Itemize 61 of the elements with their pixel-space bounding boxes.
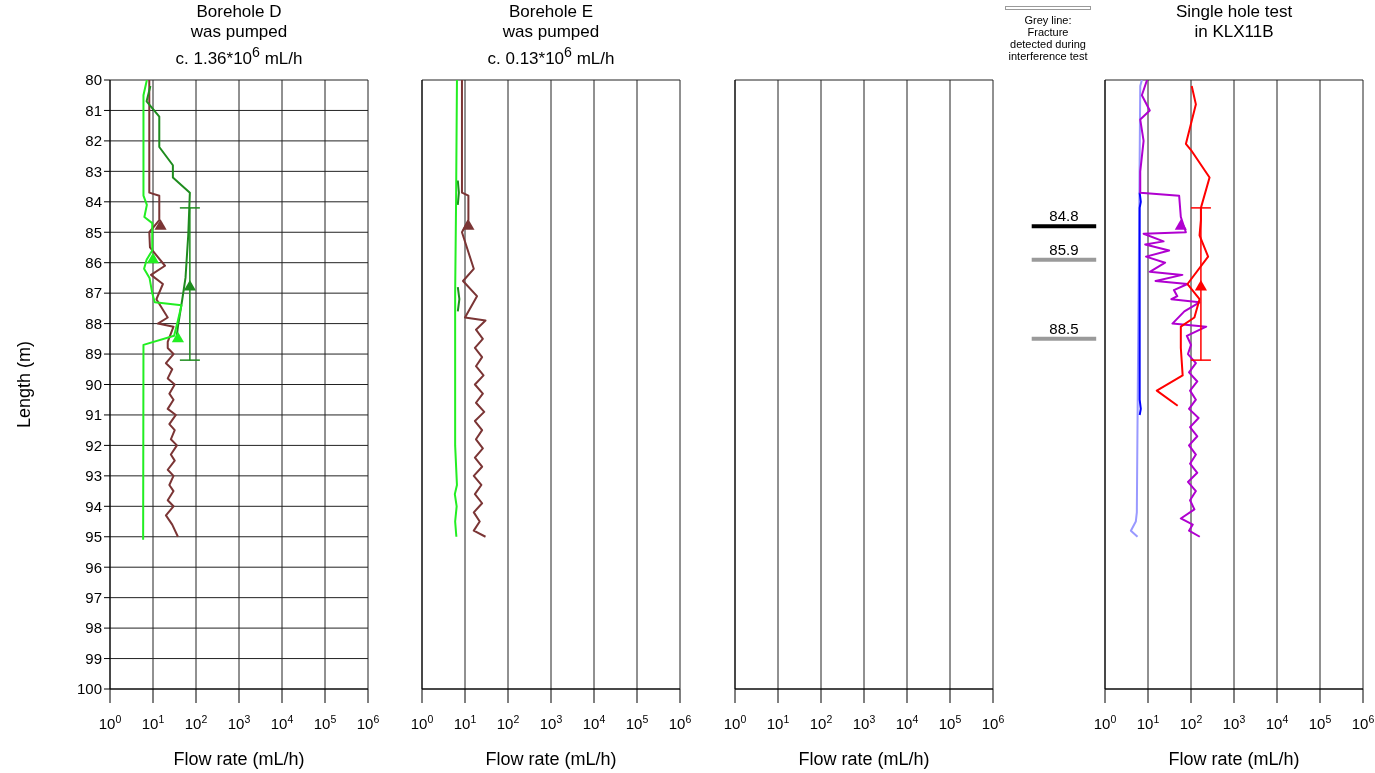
y-tick-label: 93 (85, 467, 102, 485)
y-tick-label: 99 (85, 649, 102, 667)
x-tick-label: 10$^{5}$ (313, 713, 337, 732)
x-tick-label: 10$^{1}$ (453, 713, 477, 732)
x-tick-label: 10$^{2}$ (809, 713, 833, 732)
x-tick-label: 10$^{3}$ (227, 713, 251, 732)
x-tick-label: 10$^{6}$ (668, 713, 692, 732)
y-tick-label: 85 (85, 223, 102, 241)
y-tick-label: 88 (85, 314, 102, 332)
text: Grey line: Fracture detected during interference test (1007, 14, 1089, 62)
x-axis-title: Flow rate (mL/h) (1168, 749, 1300, 769)
x-tick-label: 10$^{6}$ (1351, 713, 1375, 732)
y-tick-label: 84 (85, 193, 102, 211)
y-tick-label: 83 (85, 162, 102, 180)
y-tick-label: 91 (85, 406, 102, 424)
ref-line-label: 88.5 (1049, 319, 1079, 337)
x-axis-title: Flow rate (mL/h) (798, 749, 930, 769)
y-tick-label: 82 (85, 132, 102, 150)
x-tick-label: 10$^{5}$ (625, 713, 649, 732)
y-tick-label: 80 (85, 71, 102, 89)
x-tick-label: 10$^{3}$ (1222, 713, 1246, 732)
x-tick-label: 10$^{1}$ (766, 713, 790, 732)
y-tick-label: 94 (85, 497, 102, 515)
ref-line-label: 85.9 (1049, 240, 1079, 258)
chart-title: Single hole test in KLX11B (1174, 2, 1294, 42)
y-tick-label: 97 (85, 588, 102, 606)
y-tick-label: 86 (85, 254, 102, 272)
y-tick-label: 98 (85, 619, 102, 637)
x-tick-label: 10$^{1}$ (141, 713, 165, 732)
x-tick-label: 10$^{2}$ (496, 713, 520, 732)
x-tick-label: 10$^{4}$ (895, 713, 919, 732)
y-tick-label: 90 (85, 375, 102, 393)
x-tick-label: 10$^{4}$ (582, 713, 606, 732)
y-tick-label: 81 (85, 101, 102, 119)
y-axis-title: Length (m) (14, 340, 35, 429)
y-tick-label: 89 (85, 345, 102, 363)
x-tick-label: 10$^{0}$ (410, 713, 434, 732)
x-tick-label: 10$^{2}$ (184, 713, 208, 732)
chart-title: Borehole E was pumped c. 0.13*10$^{6}$ mL/h (486, 2, 616, 69)
x-axis-title: Flow rate (mL/h) (173, 749, 305, 769)
y-tick-label: 95 (85, 528, 102, 546)
x-tick-label: 10$^{0}$ (1093, 713, 1117, 732)
y-tick-label: 96 (85, 558, 102, 576)
x-axis-title: Flow rate (mL/h) (485, 749, 617, 769)
x-tick-label: 10$^{4}$ (1265, 713, 1289, 732)
ref-line-label: 84.8 (1049, 207, 1079, 225)
x-tick-label: 10$^{2}$ (1179, 713, 1203, 732)
x-tick-label: 10$^{6}$ (356, 713, 380, 732)
x-tick-label: 10$^{5}$ (938, 713, 962, 732)
x-tick-label: 10$^{4}$ (270, 713, 294, 732)
x-tick-label: 10$^{5}$ (1308, 713, 1332, 732)
y-tick-label: 87 (85, 284, 102, 302)
y-tick-label: 100 (76, 680, 102, 698)
x-tick-label: 10$^{1}$ (1136, 713, 1160, 732)
x-tick-label: 10$^{3}$ (852, 713, 876, 732)
x-tick-label: 10$^{0}$ (723, 713, 747, 732)
x-tick-label: 10$^{0}$ (98, 713, 122, 732)
x-tick-label: 10$^{3}$ (539, 713, 563, 732)
y-tick-label: 92 (85, 436, 102, 454)
chart-title: Borehole D was pumped c. 1.36*10$^{6}$ mL/h (174, 2, 304, 69)
x-tick-label: 10$^{6}$ (981, 713, 1005, 732)
